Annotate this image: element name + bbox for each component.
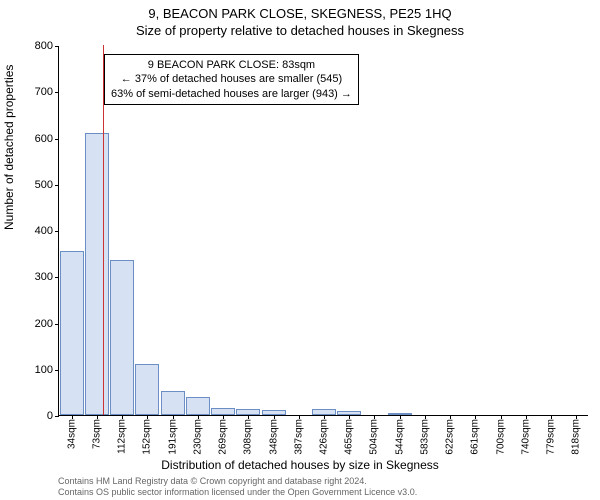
x-axis-label: Distribution of detached houses by size … [0,458,600,472]
x-tick-label: 112sqm [117,415,128,454]
x-tick-label: 779sqm [546,415,557,455]
histogram-bar [161,391,185,415]
histogram-bar [60,251,84,415]
annotation-line-2: ← 37% of detached houses are smaller (54… [111,72,352,86]
x-tick-label: 465sqm [344,415,355,455]
histogram-bar [186,397,210,416]
y-axis-label: Number of detached properties [2,65,16,230]
annotation-line-1: 9 BEACON PARK CLOSE: 83sqm [111,58,352,72]
y-tick-mark [55,46,59,47]
x-tick-label: 504sqm [369,415,380,455]
x-tick-label: 191sqm [167,415,178,455]
x-tick-label: 73sqm [91,415,102,449]
x-tick-label: 152sqm [142,415,153,455]
x-tick-label: 740sqm [520,415,531,455]
histogram-bar [110,260,134,415]
x-tick-label: 622sqm [445,415,456,455]
chart-title-line-1: 9, BEACON PARK CLOSE, SKEGNESS, PE25 1HQ [0,0,600,21]
attribution-line-1: Contains HM Land Registry data © Crown c… [58,476,417,487]
x-tick-label: 661sqm [470,415,481,455]
y-tick-mark [55,324,59,325]
x-tick-label: 583sqm [419,415,430,455]
attribution-text: Contains HM Land Registry data © Crown c… [58,476,417,498]
chart-plot-area: 010020030040050060070080034sqm73sqm112sq… [58,46,588,416]
x-tick-label: 544sqm [394,415,405,455]
x-tick-label: 348sqm [268,415,279,455]
x-tick-label: 34sqm [66,415,77,449]
x-tick-label: 308sqm [243,415,254,455]
y-tick-mark [55,139,59,140]
y-tick-mark [55,92,59,93]
y-tick-mark [55,370,59,371]
histogram-bar [135,364,159,415]
x-tick-label: 700sqm [495,415,506,455]
chart-title-line-2: Size of property relative to detached ho… [0,21,600,38]
annotation-box: 9 BEACON PARK CLOSE: 83sqm← 37% of detac… [104,54,359,105]
annotation-line-3: 63% of semi-detached houses are larger (… [111,87,352,101]
y-tick-mark [55,185,59,186]
histogram-bar [211,408,235,415]
x-tick-label: 230sqm [192,415,203,455]
x-tick-label: 818sqm [571,415,582,455]
y-tick-mark [55,277,59,278]
x-tick-label: 387sqm [293,415,304,455]
attribution-line-2: Contains OS public sector information li… [58,487,417,498]
y-tick-mark [55,231,59,232]
x-tick-label: 426sqm [319,415,330,455]
histogram-bar [85,133,109,415]
y-tick-mark [55,416,59,417]
x-tick-label: 269sqm [218,415,229,455]
